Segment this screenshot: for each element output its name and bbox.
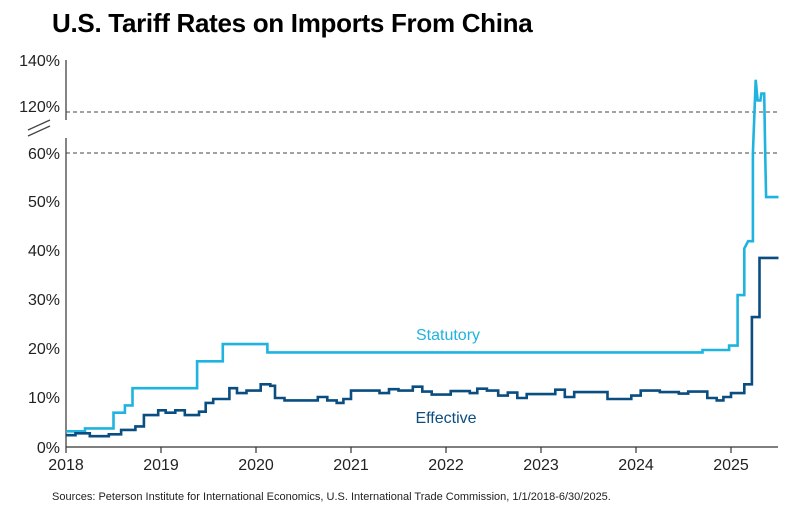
y-tick-label-50: 50%: [28, 194, 60, 211]
statutory-series-label: Statutory: [416, 327, 480, 344]
chart-title: U.S. Tariff Rates on Imports From China: [52, 8, 533, 38]
x-tick-label-2022: 2022: [428, 457, 464, 474]
y-tick-label-10: 10%: [28, 390, 60, 407]
y-tick-label-140: 140%: [19, 53, 60, 70]
x-tick-label-2018: 2018: [48, 457, 84, 474]
y-tick-label-40: 40%: [28, 243, 60, 260]
axis-break-gap: [55, 120, 79, 138]
y-tick-label-20: 20%: [28, 341, 60, 358]
x-tick-label-2024: 2024: [618, 457, 654, 474]
x-tick-label-2025: 2025: [713, 457, 749, 474]
x-tick-label-2023: 2023: [523, 457, 559, 474]
x-tick-label-2019: 2019: [143, 457, 179, 474]
axis-break-mark-lower: [27, 125, 51, 137]
y-tick-label-120: 120%: [19, 99, 60, 116]
source-note: Sources: Peterson Institute for Internat…: [52, 491, 611, 503]
effective-series-line: [66, 256, 779, 438]
x-tick-label-2020: 2020: [238, 457, 274, 474]
statutory-series-line: [66, 79, 779, 433]
y-tick-label-0: 0%: [37, 440, 60, 457]
x-tick-marks: [65, 447, 732, 453]
axis-break-mark-upper: [27, 119, 51, 131]
y-tick-label-60: 60%: [28, 146, 60, 163]
effective-series-label: Effective: [415, 410, 476, 427]
y-tick-label-30: 30%: [28, 292, 60, 309]
x-tick-label-2021: 2021: [333, 457, 369, 474]
